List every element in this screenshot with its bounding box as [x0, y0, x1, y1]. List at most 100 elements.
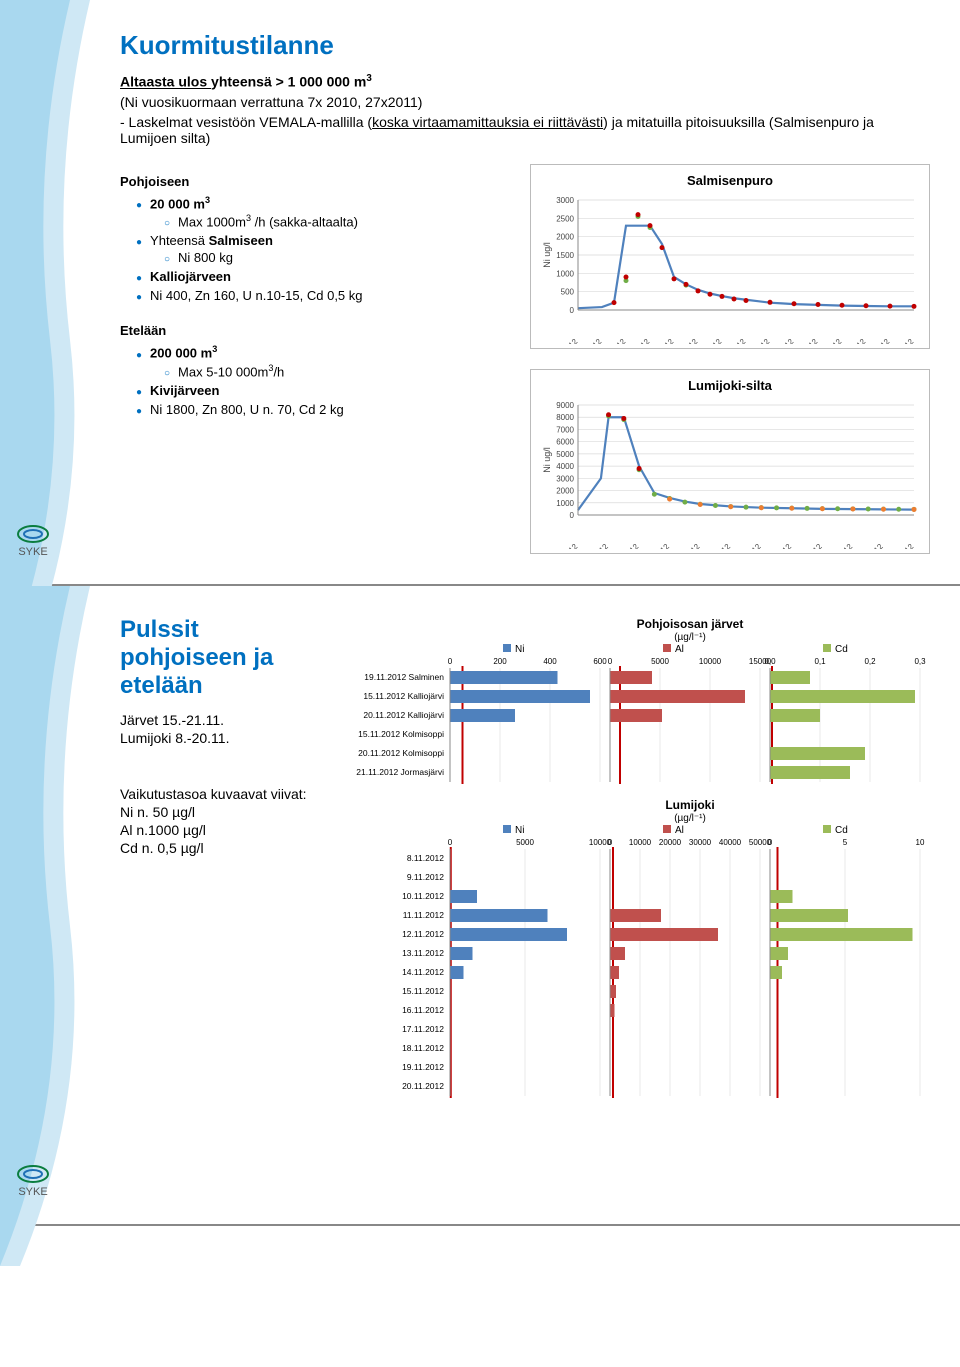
lakes-range: Järvet 15.-21.11.: [120, 712, 310, 728]
svg-text:10.11.2012: 10.11.2012: [402, 891, 444, 901]
svg-text:7000: 7000: [556, 425, 574, 434]
svg-text:5: 5: [843, 838, 848, 847]
svg-text:0,1: 0,1: [814, 657, 826, 666]
svg-text:Al: Al: [675, 825, 684, 836]
barchart-bottom: Lumijoki(µg/l⁻¹)NiAlCd8.11.20129.11.2012…: [330, 797, 930, 1111]
svg-text:3000: 3000: [556, 196, 574, 205]
svg-text:18.11.2012: 18.11.2012: [698, 541, 733, 548]
barchart-top: Pohjoisosan järvet(µg/l⁻¹)NiAlCd19.11.20…: [330, 616, 930, 797]
svg-text:19.11.2012: 19.11.2012: [402, 1062, 444, 1072]
syke-logo: SYKE: [16, 1164, 50, 1198]
svg-text:0: 0: [608, 838, 613, 847]
svg-text:14.11.2012: 14.11.2012: [402, 967, 444, 977]
svg-text:Lumijoki: Lumijoki: [665, 798, 714, 812]
svg-text:9.11.2012: 9.11.2012: [407, 872, 444, 882]
svg-text:0,0: 0,0: [764, 657, 776, 666]
intro-line3: - Laskelmat vesistöön VEMALA-mallilla (k…: [120, 114, 930, 146]
svg-text:(µg/l⁻¹): (µg/l⁻¹): [674, 632, 706, 643]
svg-text:Ni ug/l: Ni ug/l: [542, 447, 552, 473]
svg-text:Pohjoisosan järvet: Pohjoisosan järvet: [637, 617, 744, 631]
svg-text:40000: 40000: [719, 838, 742, 847]
svg-text:15.11.2012 Kalliojärvi: 15.11.2012 Kalliojärvi: [363, 691, 444, 701]
impact-cd: Cd n. 0,5 µg/l: [120, 840, 310, 856]
chart1-canvas: 050010001500200025003000Ni ug/l1.11.2012…: [539, 194, 921, 344]
south-head: Etelään: [120, 323, 510, 338]
north-a-sub: Max 1000m3 /h (sakka-altaalta): [164, 213, 510, 229]
slide2-left: Pulssit pohjoiseen ja etelään Järvet 15.…: [120, 616, 310, 1111]
svg-text:Al: Al: [675, 644, 684, 655]
wave-decor: [0, 0, 90, 680]
svg-text:1500: 1500: [556, 251, 574, 260]
svg-text:(µg/l⁻¹): (µg/l⁻¹): [674, 813, 706, 824]
svg-text:20.11.2012 Kalliojärvi: 20.11.2012 Kalliojärvi: [363, 710, 444, 720]
chart-lumijoki: Lumijoki-silta 0100020003000400050006000…: [530, 369, 930, 554]
svg-text:0,2: 0,2: [864, 657, 876, 666]
slide-1: Kuormitustilanne Altaasta ulos yhteensä …: [0, 0, 960, 586]
svg-text:18.11.2012: 18.11.2012: [402, 1043, 444, 1053]
south-c: Ni 1800, Zn 800, U n. 70, Cd 2 kg: [136, 402, 510, 417]
svg-text:30000: 30000: [689, 838, 712, 847]
right-column: Salmisenpuro 050010001500200025003000Ni …: [530, 164, 930, 554]
svg-text:12.11.2012: 12.11.2012: [402, 929, 444, 939]
svg-text:8.11.2012: 8.11.2012: [548, 541, 579, 548]
svg-text:28.11.2012: 28.11.2012: [851, 541, 886, 548]
svg-text:Ni: Ni: [515, 825, 524, 836]
svg-text:14.11.2012: 14.11.2012: [637, 541, 672, 548]
svg-text:200: 200: [493, 657, 507, 666]
syke-logo: SYKE: [16, 524, 50, 558]
svg-text:2000: 2000: [556, 232, 574, 241]
lumijoki-range: Lumijoki 8.-20.11.: [120, 730, 310, 746]
left-column: Pohjoiseen 20 000 m3 Max 1000m3 /h (sakk…: [120, 164, 510, 554]
south-b: Kivijärveen: [136, 383, 510, 398]
svg-text:22.11.2012: 22.11.2012: [759, 541, 794, 548]
intro-line2: (Ni vuosikuormaan verrattuna 7x 2010, 27…: [120, 94, 930, 110]
north-a: 20 000 m3 Max 1000m3 /h (sakka-altaalta): [136, 195, 510, 230]
svg-text:Cd: Cd: [835, 644, 848, 655]
svg-text:0,3: 0,3: [914, 657, 926, 666]
svg-text:5000: 5000: [516, 838, 534, 847]
svg-text:20.11.2012 Kolmisoppi: 20.11.2012 Kolmisoppi: [358, 748, 444, 758]
svg-text:10.11.2012: 10.11.2012: [576, 541, 611, 548]
svg-text:24.11.2012: 24.11.2012: [790, 541, 825, 548]
svg-text:0: 0: [608, 657, 613, 666]
svg-text:20.11.2012: 20.11.2012: [728, 541, 763, 548]
south-a: 200 000 m3 Max 5-10 000m3/h: [136, 344, 510, 379]
slide-2: Pulssit pohjoiseen ja etelään Järvet 15.…: [0, 586, 960, 1226]
svg-text:10000: 10000: [699, 657, 722, 666]
north-c: Kalliojärveen: [136, 269, 510, 284]
north-b: Yhteensä Salmiseen Ni 800 kg: [136, 233, 510, 265]
svg-text:9000: 9000: [556, 401, 574, 410]
svg-text:500: 500: [561, 287, 575, 296]
slide2-right: Pohjoisosan järvet(µg/l⁻¹)NiAlCd19.11.20…: [330, 616, 930, 1111]
svg-text:0: 0: [570, 511, 575, 520]
svg-text:400: 400: [543, 657, 557, 666]
svg-text:10: 10: [916, 838, 925, 847]
svg-text:0: 0: [448, 657, 453, 666]
slide1-title: Kuormitustilanne: [120, 30, 930, 61]
chart2-canvas: 0100020003000400050006000700080009000Ni …: [539, 399, 921, 549]
svg-text:5000: 5000: [651, 657, 669, 666]
svg-text:17.11.2012: 17.11.2012: [402, 1024, 444, 1034]
svg-text:5000: 5000: [556, 450, 574, 459]
svg-text:20.11.2012: 20.11.2012: [402, 1081, 444, 1091]
svg-text:26.11.2012: 26.11.2012: [820, 541, 855, 548]
south-a-sub: Max 5-10 000m3/h: [164, 363, 510, 379]
svg-text:10000: 10000: [629, 838, 652, 847]
svg-text:600: 600: [593, 657, 607, 666]
svg-text:2500: 2500: [556, 214, 574, 223]
north-b-sub: Ni 800 kg: [164, 250, 510, 265]
svg-text:8000: 8000: [556, 413, 574, 422]
svg-text:4000: 4000: [556, 462, 574, 471]
svg-text:2000: 2000: [556, 486, 574, 495]
svg-text:21.11.2012 Jormasjärvi: 21.11.2012 Jormasjärvi: [356, 767, 444, 777]
svg-text:16.11.2012: 16.11.2012: [402, 1005, 444, 1015]
impact-ni: Ni n. 50 µg/l: [120, 804, 310, 820]
svg-text:11.11.2012: 11.11.2012: [403, 910, 445, 920]
impact-al: Al n.1000 µg/l: [120, 822, 310, 838]
svg-text:8.11.2012: 8.11.2012: [407, 853, 444, 863]
svg-text:1000: 1000: [556, 269, 574, 278]
svg-text:16.11.2012: 16.11.2012: [667, 541, 702, 548]
svg-text:13.11.2012: 13.11.2012: [402, 948, 444, 958]
impact-head: Vaikutustasoa kuvaavat viivat:: [120, 786, 310, 802]
north-head: Pohjoiseen: [120, 174, 510, 189]
